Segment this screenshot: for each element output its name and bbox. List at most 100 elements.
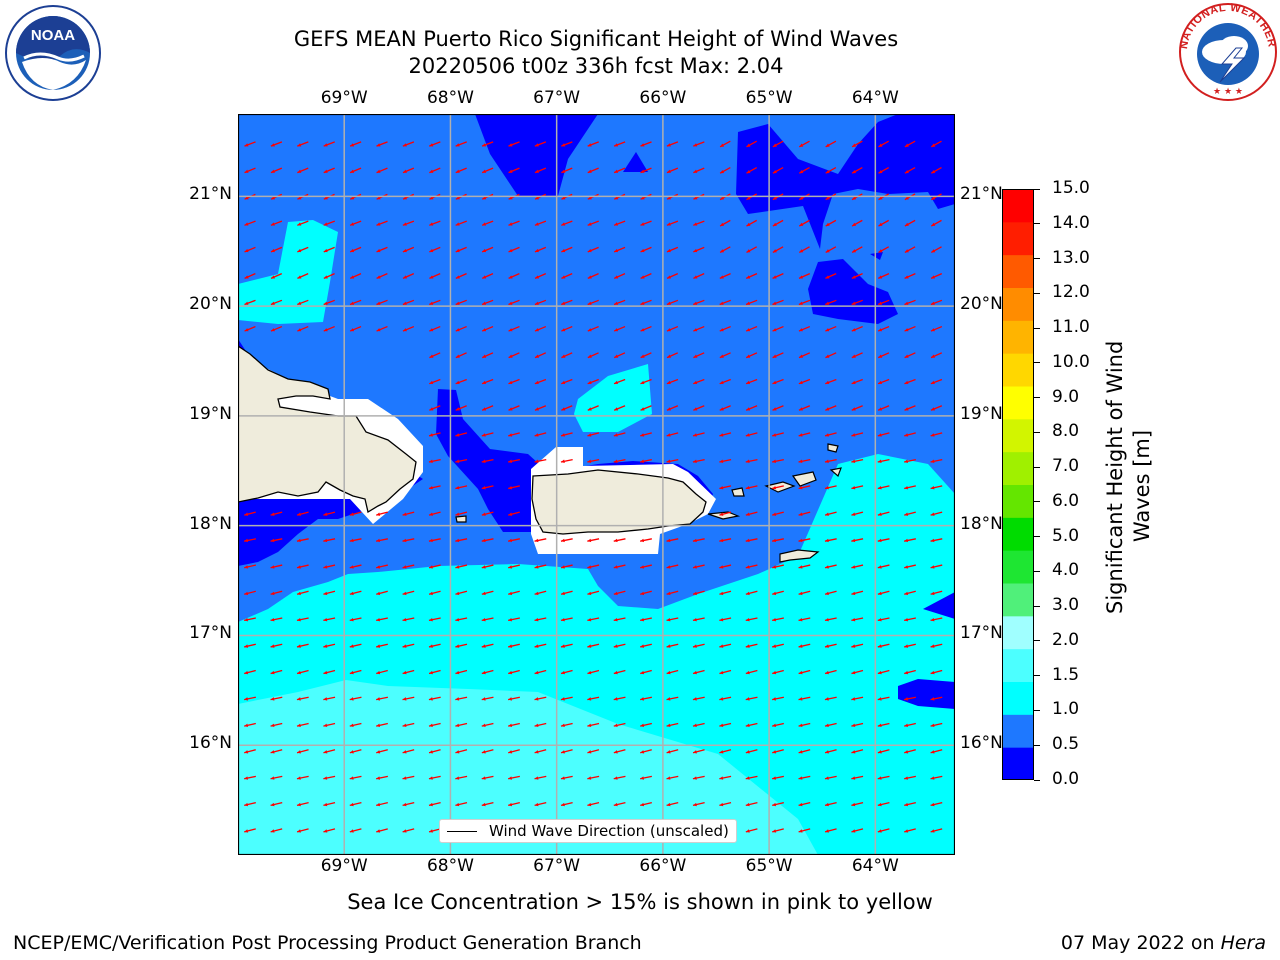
wind-arrow <box>270 775 283 780</box>
wind-arrow <box>376 511 388 516</box>
wave-height-map <box>238 114 955 855</box>
wind-arrow <box>296 828 309 833</box>
wind-arrow <box>349 538 362 543</box>
wind-arrow <box>402 722 415 728</box>
wind-arrow <box>930 643 943 648</box>
wind-arrow <box>323 749 336 754</box>
wind-arrow <box>244 564 256 569</box>
wind-arrow <box>772 140 784 148</box>
wind-arrow <box>930 538 943 543</box>
footer-branch: NCEP/EMC/Verification Post Processing Pr… <box>13 932 642 954</box>
wind-arrow <box>666 220 679 226</box>
wind-arrow <box>851 696 864 701</box>
nws-logo: NATIONAL WEATHER SERVICE ★ ★ ★ <box>1174 0 1278 102</box>
wind-arrow <box>825 246 837 253</box>
wind-arrow <box>428 564 441 569</box>
wind-arrow <box>798 458 811 463</box>
wind-arrow <box>745 669 758 675</box>
wind-arrow <box>323 590 336 596</box>
wind-arrow <box>772 405 784 411</box>
wind-arrow <box>719 564 732 569</box>
wind-arrow <box>824 564 837 569</box>
wind-arrow <box>296 669 309 675</box>
wind-arrow <box>772 828 784 833</box>
wind-arrow <box>798 405 811 411</box>
wind-arrow <box>296 696 309 701</box>
wind-arrow <box>508 352 520 359</box>
wind-arrow <box>851 617 864 622</box>
wind-arrow <box>798 378 811 385</box>
wind-arrow <box>587 538 600 543</box>
wind-arrow <box>904 775 916 780</box>
wind-arrow <box>904 669 916 675</box>
wind-arrow <box>904 802 916 807</box>
land-virgin-islands <box>731 487 745 497</box>
wind-arrow <box>930 405 943 411</box>
wind-arrow <box>745 538 758 543</box>
wind-arrow <box>613 458 626 463</box>
wind-arrow <box>613 617 626 622</box>
wind-arrow <box>270 141 283 147</box>
wind-arrow <box>640 458 652 463</box>
wind-arrow <box>877 511 890 516</box>
wind-arrow <box>481 485 494 490</box>
wave-band-1.0-1.5-patch <box>574 364 652 432</box>
wind-arrow <box>508 775 520 780</box>
wind-arrow <box>296 617 309 622</box>
wind-arrow <box>429 167 441 174</box>
wind-arrow <box>455 167 467 174</box>
wind-arrow <box>666 722 679 728</box>
wind-arrow <box>297 325 309 332</box>
wind-arrow <box>481 643 494 648</box>
wind-arrow <box>930 140 942 148</box>
wind-arrow <box>904 140 916 148</box>
colorbar <box>1002 189 1034 780</box>
sea-ice-note: Sea Ice Concentration > 15% is shown in … <box>347 890 933 914</box>
wind-arrow <box>323 564 336 569</box>
wind-arrow <box>429 246 441 253</box>
wind-arrow <box>402 273 415 279</box>
wind-arrow <box>798 352 811 359</box>
wind-arrow <box>851 828 864 833</box>
wind-arrow <box>772 352 784 359</box>
wind-arrow <box>877 352 890 359</box>
wind-arrow <box>851 775 864 780</box>
wind-arrow <box>930 802 943 807</box>
wind-arrow <box>534 352 547 359</box>
lat-label: 19°N <box>960 403 1003 424</box>
wind-arrow <box>244 167 256 174</box>
wind-arrow <box>798 511 811 516</box>
wind-arrow <box>824 669 837 675</box>
wind-arrow <box>455 669 468 675</box>
colorbar-segment <box>1002 648 1034 682</box>
wind-arrow <box>825 299 837 306</box>
wind-arrow <box>877 590 890 596</box>
wind-arrow <box>798 325 811 332</box>
colorbar-tick-label: 4.0 <box>1052 560 1080 581</box>
wind-arrow <box>719 273 731 279</box>
wind-arrow <box>930 273 943 279</box>
wind-arrow <box>719 775 732 780</box>
wind-arrow <box>508 802 520 807</box>
wind-arrow <box>587 405 599 411</box>
wind-arrow <box>323 617 336 622</box>
wind-arrow <box>323 538 336 543</box>
colorbar-tick-mark <box>1034 744 1040 746</box>
wind-arrow <box>666 775 679 780</box>
wind-arrow <box>877 696 890 701</box>
wind-arrow <box>772 722 784 728</box>
wind-arrow <box>402 749 415 754</box>
wind-arrow <box>904 590 916 596</box>
wind-arrow <box>904 749 916 754</box>
wind-arrow <box>719 432 732 437</box>
wind-arrow <box>534 669 547 675</box>
wind-arrow <box>481 617 494 622</box>
wind-arrow <box>824 643 837 648</box>
wind-arrow <box>666 643 679 648</box>
wind-arrow <box>270 299 283 306</box>
wind-arrow <box>613 432 626 437</box>
wind-arrow <box>297 299 309 306</box>
lon-label: 69°W <box>320 856 368 876</box>
wind-arrow <box>693 167 705 174</box>
wind-arrow <box>561 273 573 279</box>
